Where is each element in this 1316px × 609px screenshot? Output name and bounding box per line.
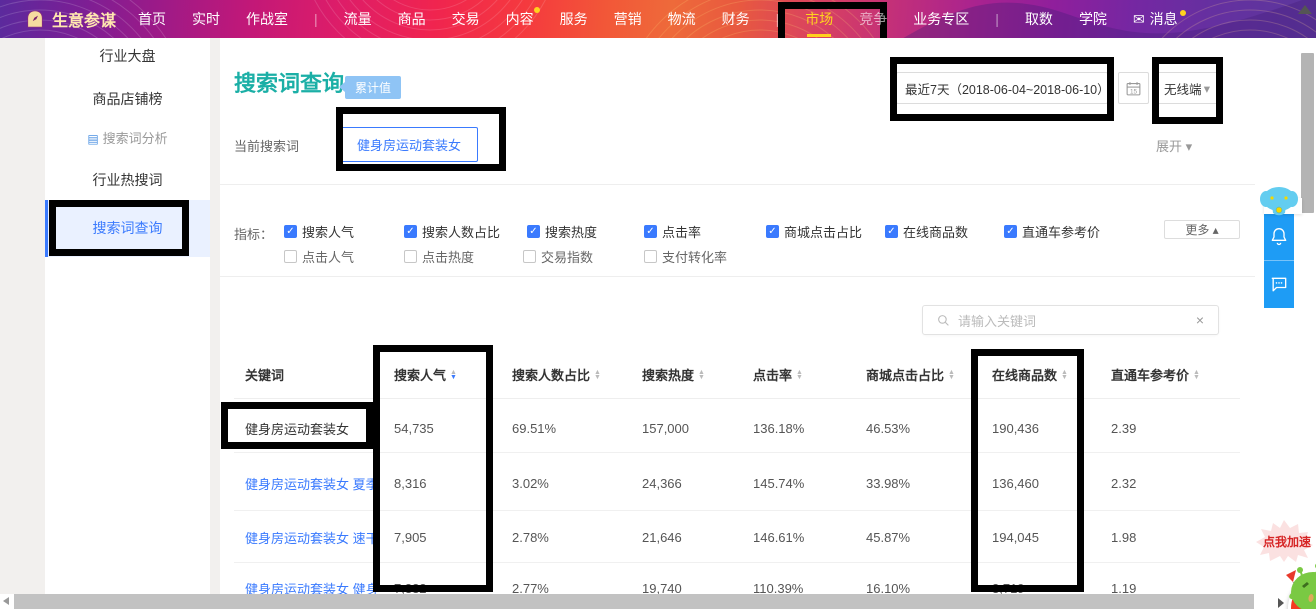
svg-text:15: 15	[1130, 88, 1138, 95]
